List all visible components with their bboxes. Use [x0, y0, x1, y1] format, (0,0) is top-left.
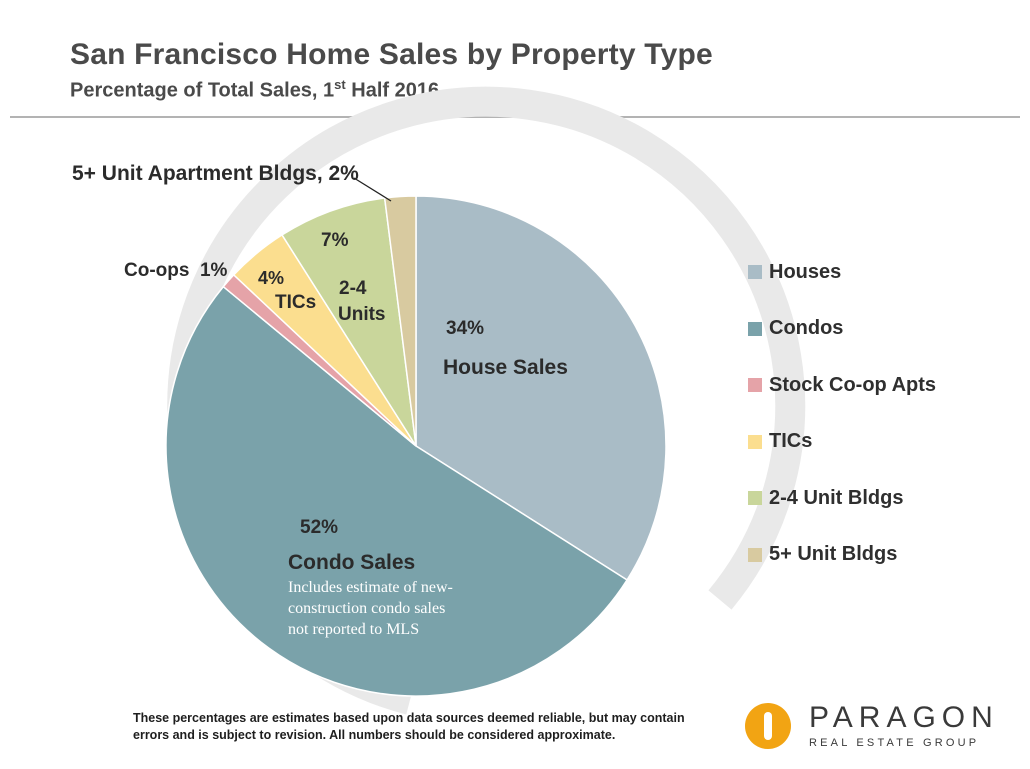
legend-item-2-4-units: 2-4 Unit Bldgs [748, 484, 936, 512]
legend-label: Houses [769, 260, 842, 283]
label-condos-note-1: Includes estimate of new- [288, 579, 453, 596]
subtitle-superscript: st [334, 77, 346, 92]
label-condos-note-3: not reported to MLS [288, 621, 419, 638]
legend-swatch-stock-coop [748, 378, 762, 393]
logo-tagline: REAL ESTATE GROUP [809, 737, 980, 749]
footnote-line-1: These percentages are estimates based up… [133, 711, 685, 725]
label-houses-text: House Sales [443, 356, 568, 379]
legend-item-tics: TICs [748, 428, 936, 456]
legend-label: 5+ Unit Bldgs [769, 543, 898, 566]
footnote-line-2: errors and is subject to revision. All n… [133, 728, 616, 742]
legend-label: TICs [769, 430, 813, 453]
legend-swatch-houses [748, 265, 762, 279]
subtitle-prefix: Percentage of Total Sales, 1 [70, 79, 335, 102]
legend-swatch-2-4-units [748, 491, 762, 506]
label-coops: Co-ops 1% [124, 260, 228, 281]
label-condos-text: Condo Sales [288, 551, 415, 574]
label-tics-text: TICs [275, 292, 316, 313]
legend-item-5-plus-units: 5+ Unit Bldgs [748, 541, 936, 569]
label-condos-note-2: construction condo sales [288, 600, 445, 617]
logo-name: PARAGON [809, 701, 999, 734]
legend-label: Stock Co-op Apts [769, 373, 937, 396]
paragon-logo-icon [745, 703, 791, 749]
pie-slice-condos [165, 285, 629, 697]
legend-swatch-condos [748, 321, 762, 336]
label-2-4-units-text-2: Units [338, 304, 386, 325]
label-5-plus-units: 5+ Unit Apartment Bldgs, 2% [72, 162, 359, 185]
legend-label: Condos [769, 317, 844, 340]
legend-item-condos: Condos [748, 315, 936, 343]
leader-line-5-plus-units [353, 177, 392, 202]
footnote: These percentages are estimates based up… [133, 710, 693, 744]
label-2-4-units-text-1: 2-4 [339, 278, 367, 299]
label-condos-percent: 52% [300, 517, 338, 538]
pie-slice-2-4-unit-bldgs [281, 197, 417, 447]
pie-slice-houses [415, 195, 667, 581]
label-2-4-units-percent: 7% [321, 230, 349, 251]
legend: Houses Condos Stock Co-op Apts TICs 2-4 … [748, 258, 936, 598]
label-houses-percent: 34% [446, 318, 484, 339]
pie-slice-5-unit-bldgs [383, 195, 417, 447]
paragon-logo: PARAGON REAL ESTATE GROUP [745, 701, 1005, 757]
legend-swatch-5-plus-units [748, 547, 762, 562]
legend-item-stock-coop: Stock Co-op Apts [748, 371, 936, 399]
legend-item-houses: Houses [748, 258, 936, 286]
legend-swatch-tics [748, 434, 762, 449]
label-tics-percent: 4% [258, 268, 284, 288]
chart-title: San Francisco Home Sales by Property Typ… [70, 38, 713, 71]
legend-label: 2-4 Unit Bldgs [769, 486, 904, 509]
pie-slices [165, 195, 667, 697]
